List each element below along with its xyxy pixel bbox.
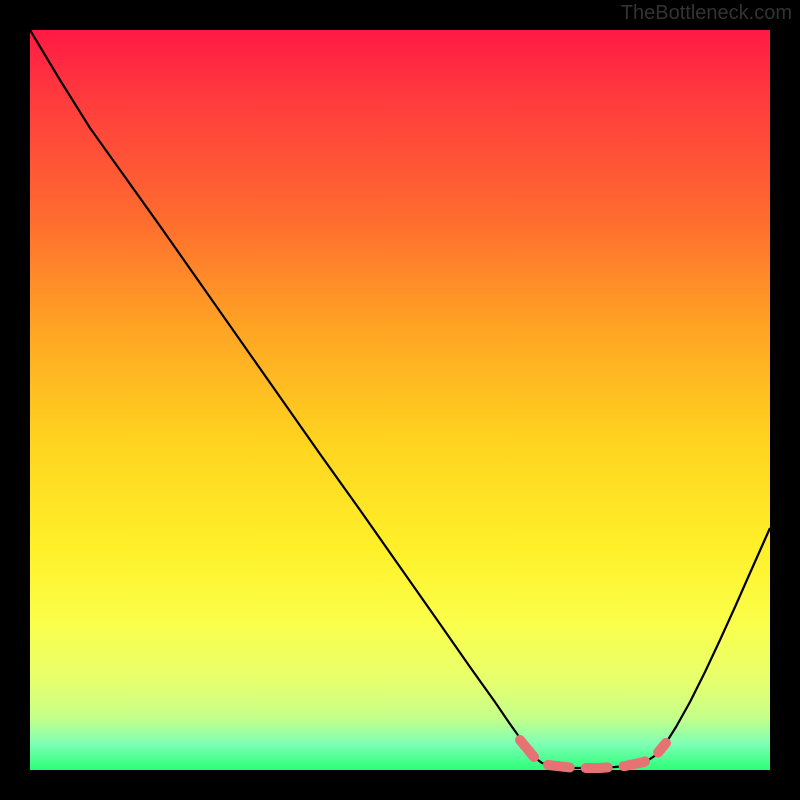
chart-stage: TheBottleneck.com [0, 0, 800, 800]
watermark-text: TheBottleneck.com [621, 2, 792, 25]
chart-svg [0, 0, 800, 800]
plot-area [30, 30, 770, 770]
